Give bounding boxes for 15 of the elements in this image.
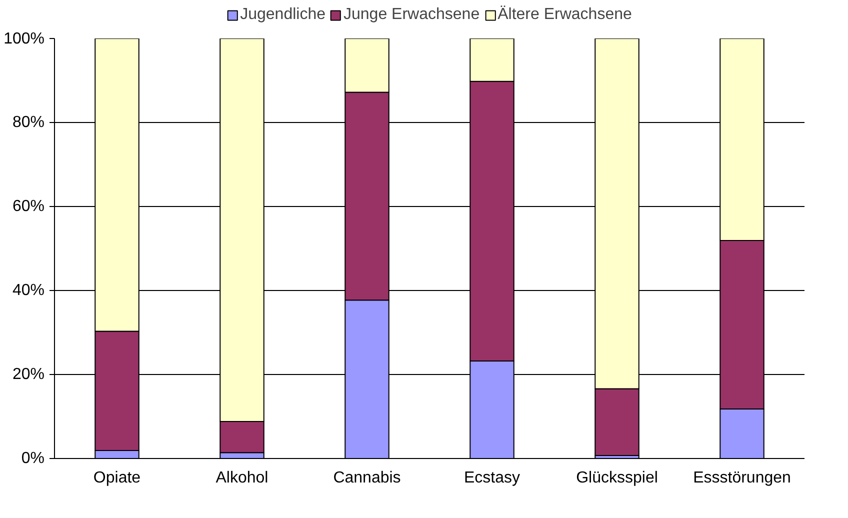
y-tick-label: 40%: [12, 282, 45, 299]
legend-label: Jugendliche: [240, 6, 326, 24]
x-tick-label: Cannabis: [333, 470, 401, 486]
legend-label: Ältere Erwachsene: [498, 6, 632, 24]
y-tick-label: 0%: [21, 450, 44, 467]
y-tick-label: 60%: [12, 198, 45, 215]
y-tick-label: 80%: [12, 114, 45, 131]
y-tick-label: 100%: [4, 30, 44, 48]
x-tick-label: Essstörungen: [693, 470, 791, 486]
x-tick-label: Ecstasy: [464, 470, 520, 486]
legend-label: Junge Erwachsene: [344, 6, 480, 24]
x-tick-label: Glücksspiel: [576, 470, 658, 486]
x-tick-label: Opiate: [93, 470, 141, 486]
y-tick-label: 20%: [12, 366, 45, 383]
x-tick-label: Alkohol: [216, 470, 268, 486]
